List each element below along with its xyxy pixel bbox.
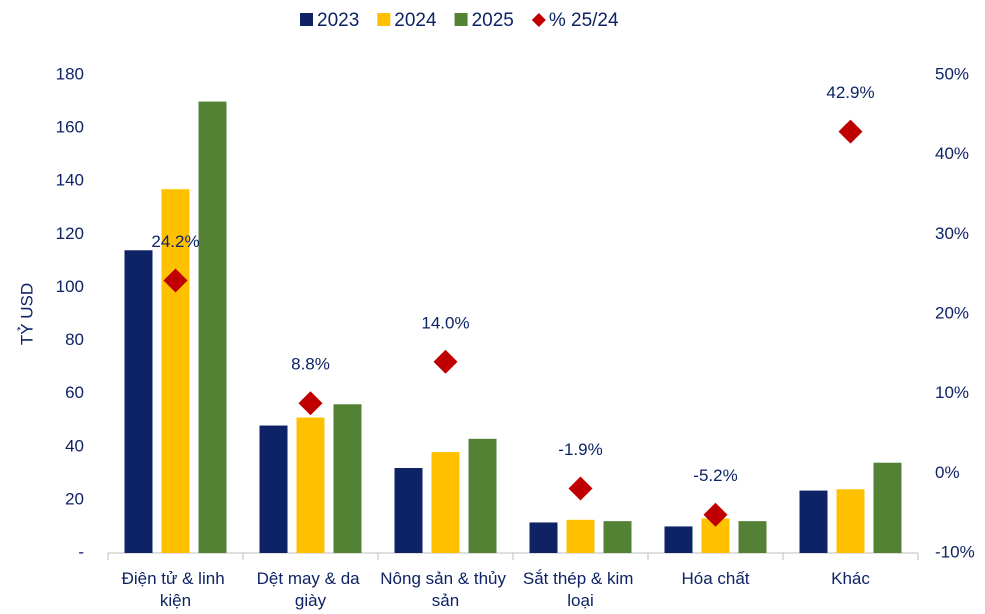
y-tick-label: 20: [65, 489, 84, 508]
data-label: -1.9%: [558, 440, 602, 459]
y2-tick-label: 50%: [935, 64, 969, 83]
marker: [703, 502, 728, 527]
marker: [163, 268, 188, 293]
legend-label: % 25/24: [549, 10, 619, 31]
y-axis-label: TỶ USD: [17, 283, 36, 345]
y-tick-label: 140: [56, 171, 84, 190]
y2-tick-label: 40%: [935, 144, 969, 163]
y2-tick-label: 30%: [935, 224, 969, 243]
marker: [433, 349, 458, 374]
y-tick-label: 160: [56, 118, 84, 137]
bar: [468, 438, 497, 553]
bar: [529, 522, 558, 553]
marker: [298, 391, 323, 416]
bar: [603, 521, 632, 553]
y2-tick-label: 0%: [935, 463, 960, 482]
bar: [431, 452, 460, 553]
bar: [259, 425, 288, 553]
bar: [394, 468, 423, 553]
y-tick-label: 100: [56, 277, 84, 296]
marker: [838, 119, 863, 144]
data-label: 8.8%: [291, 355, 330, 374]
y2-tick-label: 10%: [935, 383, 969, 402]
y-tick-label: 180: [56, 64, 84, 83]
bar: [836, 489, 865, 553]
y-tick-label: 120: [56, 224, 84, 243]
data-label: 14.0%: [421, 313, 469, 332]
y2-tick-label: 20%: [935, 303, 969, 322]
legend-label: 2025: [472, 10, 514, 31]
legend-label: 2024: [394, 10, 437, 31]
bar: [738, 521, 767, 553]
x-tick-label: Điện tử & linh kiện: [122, 569, 230, 610]
data-label: -5.2%: [693, 466, 737, 485]
x-tick-label: Dệt may & da giày: [257, 569, 365, 610]
x-tick-label: Khác: [831, 569, 870, 588]
legend-swatch: [377, 13, 391, 26]
data-label: 24.2%: [151, 232, 199, 251]
bar: [161, 189, 190, 553]
x-tick-label: Hóa chất: [681, 569, 749, 588]
legend-swatch: [454, 13, 468, 26]
y-tick-label: -: [78, 542, 84, 561]
bar: [124, 250, 153, 553]
x-tick-label: Sắt thép & kim loại: [523, 569, 638, 610]
bar: [333, 404, 362, 553]
y-tick-label: 40: [65, 436, 84, 455]
y-tick-label: 60: [65, 383, 84, 402]
legend-marker: [531, 13, 546, 27]
bar: [799, 490, 828, 553]
bar: [296, 417, 325, 553]
y2-tick-label: -10%: [935, 542, 975, 561]
legend-swatch: [300, 13, 313, 26]
bar: [566, 519, 595, 553]
bar: [664, 526, 693, 553]
marker: [568, 476, 593, 501]
legend-label: 2023: [317, 10, 359, 31]
bar: [873, 462, 902, 553]
bar: [198, 101, 227, 554]
data-label: 42.9%: [826, 83, 874, 102]
x-tick-label: Nông sản & thủy sản: [380, 569, 510, 610]
y-tick-label: 80: [65, 330, 84, 349]
